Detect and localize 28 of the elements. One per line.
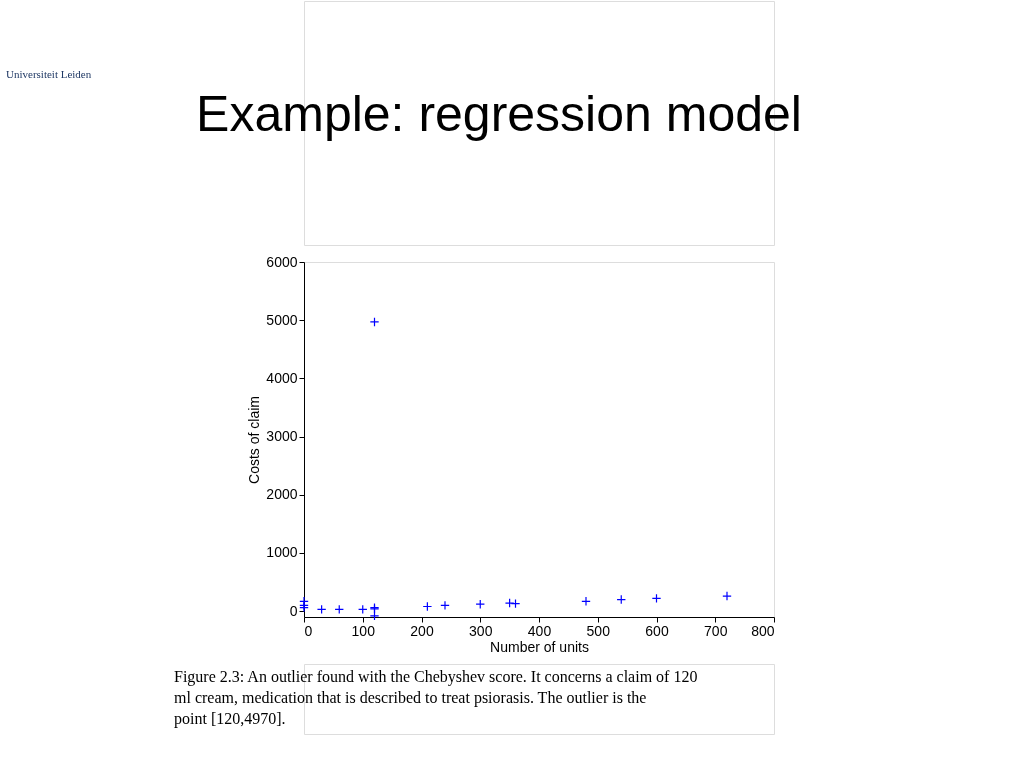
text: point [120,4970]. [174, 710, 286, 728]
y-tick-label: 3000 [266, 428, 298, 445]
x-tick-label: 400 [527, 622, 552, 639]
x-tick-label: 500 [586, 622, 611, 639]
point [440, 600, 450, 611]
y-tick-label: 6000 [266, 253, 298, 270]
y-tick-label: 5000 [266, 311, 298, 328]
text: Universiteit Leiden [6, 68, 92, 80]
x-axis-title: Number of units [490, 638, 589, 655]
y-tick-label: 2000 [266, 486, 298, 503]
text: ml cream, medication that is described to treat psiorasis. The outlier is the [174, 689, 647, 707]
y-tick-label: 0 [289, 602, 298, 619]
x-tick-label: 200 [410, 622, 434, 639]
chart-title: Example: regression model [196, 86, 802, 142]
y-tick-label: 1000 [266, 544, 298, 561]
x-tick-label: 700 [704, 622, 728, 639]
x-tick-label: 300 [469, 622, 493, 639]
point [369, 317, 380, 327]
x-tick-label: 800 [751, 622, 775, 639]
x-tick-label: 100 [351, 622, 376, 639]
caption: Figure 2.3: An outlier found with the Chebyshev score. It concerns a claim of 120 [174, 668, 698, 686]
point [504, 598, 515, 608]
y-axis-title: Costs of claim [246, 396, 263, 484]
x-tick-label: 0 [304, 622, 313, 639]
x-tick-label: 600 [645, 622, 669, 639]
y-tick-label: 4000 [266, 369, 298, 386]
point [581, 596, 591, 607]
point [722, 591, 732, 601]
